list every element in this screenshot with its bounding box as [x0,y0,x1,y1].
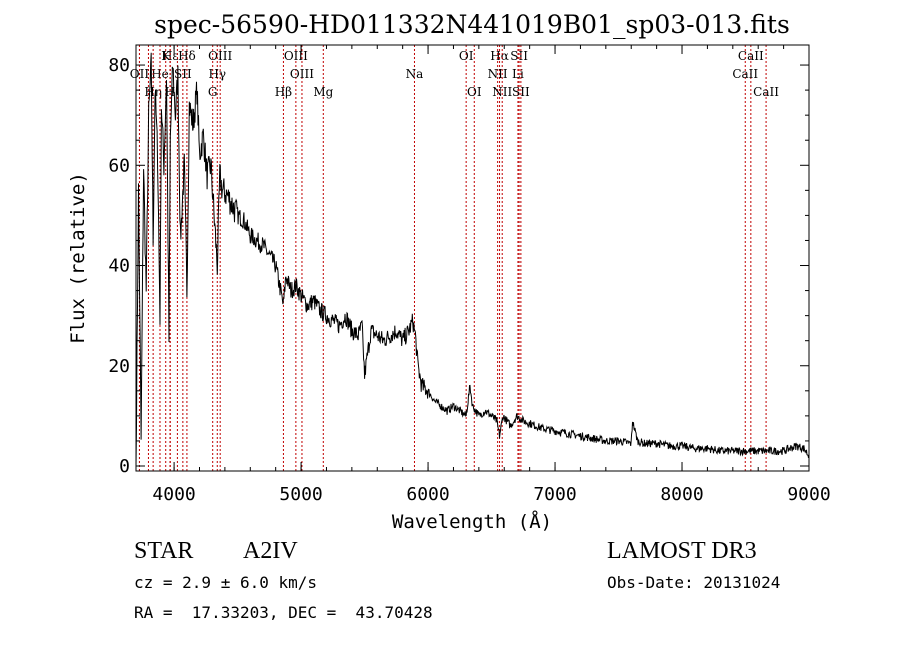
plot-frame [135,44,810,472]
marker-label: SII [174,67,192,81]
marker-label: Li [512,67,524,81]
coordinates: RA = 17.33203, DEC = 43.70428 [134,603,433,622]
x-tick-label: 6000 [406,484,449,505]
marker-label: NII [488,67,508,81]
y-tick-label: 20 [108,356,130,377]
x-tick-label: 4000 [152,484,195,505]
marker-label: SII [510,49,528,63]
y-axis-ticks: 0 20 40 60 80 [108,55,809,477]
marker-label: SII [512,85,530,99]
marker-label: Hη [144,85,162,99]
chart-title: spec-56590-HD011332N441019B01_sp03-013.f… [154,10,790,39]
marker-label: OII [130,67,150,81]
marker-label: OIII [290,67,314,81]
object-subclass: A2IV [243,538,298,564]
marker-label: Hγ [208,67,226,81]
marker-label: G [208,85,218,99]
marker-label: CaII [753,85,779,99]
x-tick-label: 5000 [279,484,322,505]
marker-label: H [165,85,175,99]
spectrum-series-line [135,52,810,467]
redshift-cz: cz = 2.9 ± 6.0 km/s [134,573,318,592]
marker-label: OI [467,85,482,99]
x-axis-label: Wavelength (Å) [392,510,552,533]
x-tick-label: 8000 [660,484,703,505]
x-axis-ticks: 4000 5000 6000 7000 8000 9000 [152,45,831,505]
marker-label: Hδ [178,49,196,63]
marker-label: CaII [732,67,758,81]
marker-label: OIII [284,49,308,63]
marker-label: K [161,49,171,63]
object-type: STAR [134,538,194,564]
x-tick-label: 7000 [533,484,576,505]
marker-label: OIII [208,49,232,63]
y-tick-label: 60 [108,155,130,176]
y-tick-label: 40 [108,256,130,277]
marker-label: Na [406,67,424,81]
y-tick-label: 0 [119,456,130,477]
survey-name: LAMOST DR3 [607,538,757,564]
marker-label: CaII [738,49,764,63]
y-tick-label: 80 [108,55,130,76]
y-axis-label: Flux (relative) [67,172,89,344]
x-tick-label: 9000 [787,484,830,505]
marker-label: Mg [313,85,333,99]
marker-label: Hβ [275,85,292,99]
observation-date: Obs-Date: 20131024 [607,573,781,592]
marker-label: Hα [490,49,509,63]
marker-label: NII [492,85,512,99]
marker-label: OI [459,49,474,63]
